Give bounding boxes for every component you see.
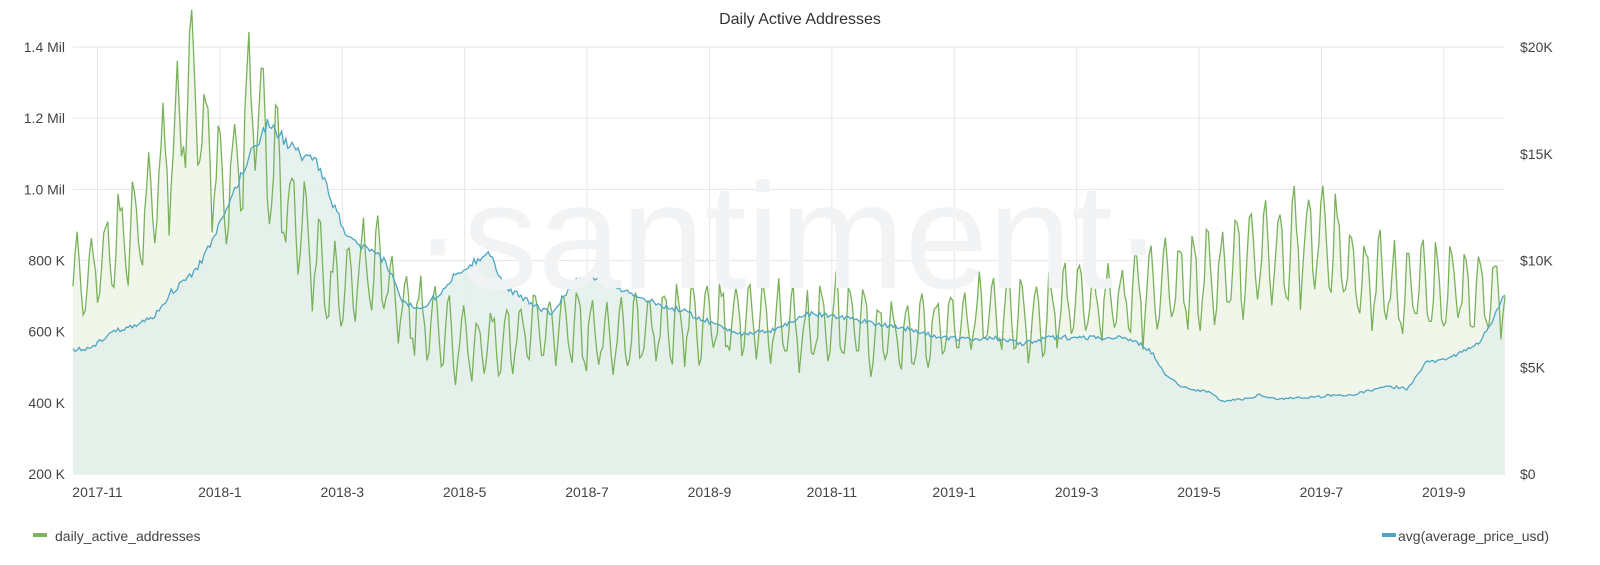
right-tick-0: $20K [1520,39,1553,55]
left-tick-1: 1.2 Mil [24,110,65,126]
x-tick-7: 2019-1 [932,484,976,500]
x-tick-3: 2018-5 [443,484,487,500]
x-tick-10: 2019-7 [1300,484,1344,500]
legend-label-avg-average-price-usd[interactable]: avg(average_price_usd) [1398,528,1549,544]
x-tick-9: 2019-5 [1177,484,1221,500]
chart-title: Daily Active Addresses [719,11,881,28]
x-tick-2: 2018-3 [320,484,364,500]
legend-label-daily-active-addresses[interactable]: daily_active_addresses [55,528,201,544]
x-tick-1: 2018-1 [198,484,242,500]
series-line-0[interactable] [72,9,1506,386]
right-tick-4: $0 [1520,466,1536,482]
left-tick-6: 200 K [28,466,65,482]
right-axis-ticks: $20K $15K $10K $5K $0 [1520,39,1553,482]
left-axis-ticks: 1.4 Mil 1.2 Mil 1.0 Mil 800 K 600 K 400 K 200 … [24,39,66,482]
x-tick-8: 2019-3 [1055,484,1099,500]
right-tick-1: $15K [1520,146,1553,162]
x-tick-11: 2019-9 [1422,484,1466,500]
right-tick-2: $10K [1520,253,1553,269]
series-areas [73,9,1505,475]
left-tick-5: 400 K [28,395,65,411]
series-area-1 [73,119,1505,474]
x-axis-ticks: 2017-11 2018-1 2018-3 2018-5 2018-7 2018-9 201… [72,484,1466,500]
x-tick-6: 2018-11 [807,484,858,500]
legend-swatch-avg-average-price-usd[interactable] [1382,533,1396,537]
series-lines [72,9,1506,403]
left-tick-0: 1.4 Mil [24,39,65,55]
left-tick-4: 600 K [28,324,65,340]
x-tick-5: 2018-9 [688,484,732,500]
left-tick-3: 800 K [28,253,65,269]
x-tick-0: 2017-11 [72,484,123,500]
legend-swatch-daily-active-addresses[interactable] [33,533,47,537]
left-tick-2: 1.0 Mil [24,181,65,197]
x-tick-4: 2018-7 [565,484,609,500]
series-line-1[interactable] [72,119,1506,403]
right-tick-3: $5K [1520,359,1546,375]
legend: daily_active_addresses avg(average_price… [33,528,1549,544]
watermark: ·santiment· [413,152,1163,320]
